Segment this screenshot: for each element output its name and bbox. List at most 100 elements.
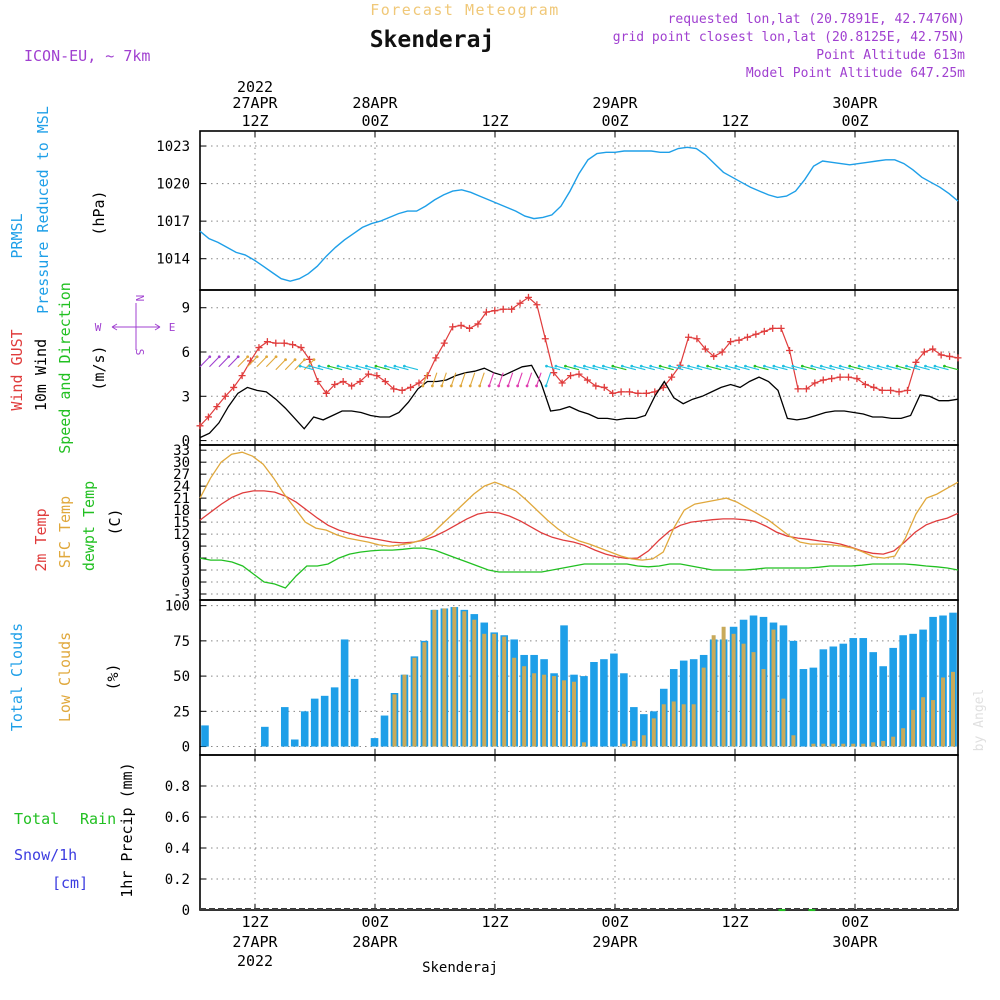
gust-marker [836,373,844,381]
low-cloud-bar [771,629,776,747]
model-altitude: Model Point Altitude 647.25m [746,66,965,81]
wind-arrow [347,365,362,371]
gust-marker [626,388,634,396]
wind-arrow [754,365,769,371]
low-cloud-bar [691,704,696,747]
gust-marker [853,375,861,383]
wind-speed-line [199,364,959,439]
wind-arrow [431,372,438,387]
compass-n: N [133,295,146,302]
gust-marker [407,383,415,391]
total-cloud-bar [590,662,598,747]
wind-arrow [716,365,731,371]
wind-arrow [337,365,352,371]
pressure-line [199,146,959,282]
low-cloud-bar [931,700,936,747]
top-hour-label: 00Z [841,112,868,130]
top-date-label: 29APR [592,94,638,112]
y-tick-label: 75 [173,634,190,650]
y-tick-label: 25 [173,704,190,720]
total-cloud-bar [859,638,868,747]
top-year-label: 2022 [237,78,273,96]
wind-arrow [404,365,419,371]
wind-arrow-head [734,364,738,368]
gust-marker [390,385,398,393]
low-cloud-bar [811,743,816,747]
wind-arrow-head [819,364,823,368]
wind-arrow-head [374,364,378,368]
pressure-ylabel: (hPa) [90,190,108,235]
gust-marker [811,379,819,387]
low-cloud-bar [442,608,447,747]
gust-marker [482,308,490,316]
low-cloud-bar [562,680,567,747]
gust-marker [449,323,457,331]
total-cloud-bar [580,676,588,747]
y-tick-label: 100 [165,599,190,615]
gust-marker [297,344,305,352]
wind-arrow-head [327,364,330,368]
gust-marker [954,354,962,362]
wind-arrow [802,365,817,371]
wind-arrow-head [924,364,927,368]
gust-marker [878,386,886,394]
y-tick-label: 1020 [156,177,190,193]
gust-marker [432,354,440,362]
wind-arrow-head [440,384,444,388]
wind-arrow [366,365,381,371]
gust-marker [769,324,777,332]
wind-arrow [584,365,599,371]
gust-marker [474,320,482,328]
wind-arrow-head [639,364,643,368]
bottom-hour-label: 00Z [601,913,628,931]
wind-arrow [546,365,561,371]
low-cloud-bar [901,728,906,747]
total-cloud-bar [919,629,927,747]
wind-arrow-head [430,384,434,388]
wind-arrow [574,365,589,371]
total-cloud-bar [340,639,349,747]
wind-arrow-head [943,364,946,368]
wind-arrow [394,365,409,371]
wind-arrow-head [293,358,297,362]
wind-arrow [896,365,911,371]
low-cloud-bar [552,676,557,747]
wind-arrow [821,365,835,371]
wind-arrow-head [312,358,316,362]
wind-arrow [328,365,343,371]
gust-marker [861,380,869,388]
panel-frame [199,130,959,291]
y-tick-label: 30 [173,455,190,471]
y-tick-label: 0.8 [165,779,190,795]
gust-marker [912,358,920,366]
gust-marker [929,345,937,353]
y-tick-label: 6 [182,345,190,361]
wind-ylabel: (m/s) [90,345,108,390]
gust-marker [230,383,238,391]
gust-marker [710,352,718,360]
y-tick-label: 24 [173,479,190,495]
gust-marker [289,341,297,349]
low-cloud-bar [831,743,836,747]
gust-marker [668,373,676,381]
bottom-date-label: 27APR [232,933,278,951]
gust-marker [786,347,794,355]
panels: 1014 1017 1020 1023 PRMSL Pressure Reduced to… [8,106,962,919]
top-date-label: 27APR [232,94,278,112]
gust-marker [373,372,381,380]
gust-marker [903,386,911,394]
gust-marker [204,413,212,421]
low-cloud-bar [392,694,397,747]
pressure-label-2: Pressure Reduced to MSL [34,106,52,314]
gust-marker [946,352,954,360]
wind-arrow-head [284,358,287,362]
top-hour-label: 12Z [481,112,508,130]
wind-arrow-head [620,364,624,368]
temp-line-2 [199,547,959,589]
rain-bar [808,909,816,912]
total-cloud-bar [620,673,628,747]
wind-arrow-head [848,364,852,368]
wind-arrow [811,365,826,371]
